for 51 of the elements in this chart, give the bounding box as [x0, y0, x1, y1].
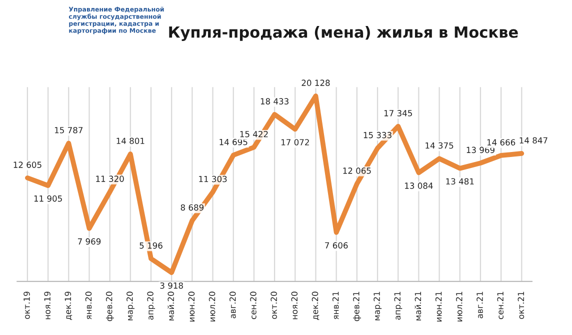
x-tick-label: дек.19: [64, 292, 72, 320]
data-label: 14 666: [487, 139, 516, 146]
data-label: 17 072: [281, 139, 309, 146]
data-label: 14 375: [426, 142, 454, 149]
data-label: 15 333: [364, 132, 392, 138]
x-tick-label: мар.20: [126, 292, 134, 320]
data-label: 17 345: [384, 110, 412, 116]
x-tick-label: окт.20: [270, 292, 277, 319]
data-label: 20 128: [302, 80, 330, 86]
x-tick-label: фев.20: [106, 292, 114, 322]
x-tick-label: авг.20: [229, 292, 236, 318]
data-label: 7 969: [78, 238, 101, 245]
data-label: 15 787: [54, 126, 83, 134]
data-label: 13 969: [466, 146, 494, 154]
x-tick-label: окт.21: [518, 292, 524, 319]
data-label: 12 065: [343, 168, 371, 174]
data-label: 15 422: [240, 130, 268, 138]
x-tick-label: авг.21: [476, 292, 483, 318]
data-label: 14 847: [520, 137, 548, 144]
x-tick-label: янв.20: [85, 292, 92, 320]
chart-title: Купля-продажа (мена) жилья в Москве: [169, 26, 518, 41]
data-label: 11 905: [34, 195, 62, 202]
x-tick-label: апр.21: [394, 292, 402, 320]
x-tick-label: июн.20: [188, 292, 195, 322]
x-tick-label: фев.21: [353, 292, 361, 322]
data-label: 14 801: [116, 138, 144, 144]
data-label: 13 084: [405, 182, 433, 189]
x-tick-label: июл.21: [456, 292, 462, 322]
x-tick-label: сен.20: [250, 292, 256, 320]
x-tick-label: сен.21: [497, 292, 504, 320]
x-tick-label: июл.20: [208, 292, 216, 322]
data-label: 8 689: [180, 204, 204, 211]
data-label: 5 196: [140, 242, 162, 249]
data-label: 13 481: [446, 178, 474, 185]
x-tick-label: май.21: [414, 292, 422, 320]
data-label: 7 606: [325, 242, 348, 249]
x-tick-label: май.20: [168, 292, 174, 320]
x-tick-label: ноя.20: [291, 292, 298, 320]
data-label: 18 433: [260, 98, 288, 104]
data-label: 11 320: [96, 176, 124, 182]
x-tick-label: июн.21: [435, 292, 442, 322]
x-tick-label: апр.20: [147, 292, 156, 320]
x-tick-label: окт.19: [24, 292, 30, 319]
data-label: 11 303: [199, 176, 227, 182]
x-tick-label: мар.21: [374, 292, 382, 320]
data-label: 14 695: [220, 138, 248, 146]
x-tick-label: янв.21: [332, 292, 339, 320]
x-tick-label: дек.20: [312, 292, 320, 320]
data-label: 3 918: [160, 282, 183, 289]
x-tick-label: ноя.19: [44, 292, 50, 320]
data-label: 12 605: [14, 162, 42, 168]
